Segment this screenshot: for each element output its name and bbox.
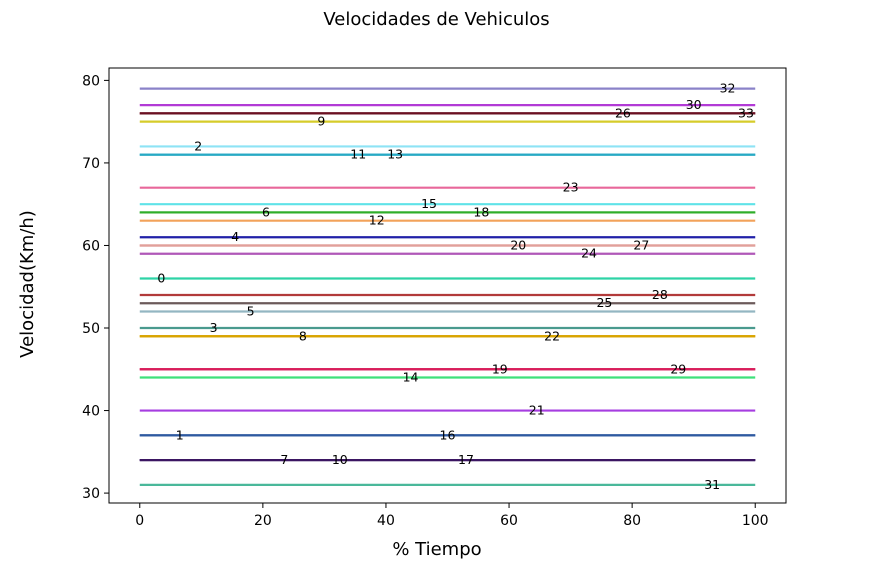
series-label-11: 11 <box>350 147 366 162</box>
x-tick-label: 60 <box>500 513 518 529</box>
series-label-33: 33 <box>738 105 754 120</box>
series-label-22: 22 <box>544 328 560 343</box>
series-label-5: 5 <box>247 304 255 319</box>
x-tick-label: 40 <box>377 513 395 529</box>
y-tick-label: 50 <box>82 321 100 337</box>
series-label-6: 6 <box>262 204 270 219</box>
series-label-12: 12 <box>369 213 385 228</box>
series-label-31: 31 <box>704 477 720 492</box>
series-labels: 0123456789101112131415161718192021222324… <box>157 81 754 492</box>
series-label-4: 4 <box>231 229 239 244</box>
x-tick-label: 80 <box>623 513 641 529</box>
series-label-20: 20 <box>510 237 526 252</box>
series-label-29: 29 <box>670 361 686 376</box>
series-label-25: 25 <box>596 295 612 310</box>
y-tick-label: 40 <box>82 404 100 420</box>
series-label-18: 18 <box>473 204 489 219</box>
y-axis-ticks: 30 40 50 60 70 80 <box>82 73 109 502</box>
y-tick-label: 80 <box>82 73 100 89</box>
series-label-32: 32 <box>720 81 736 96</box>
y-tick-label: 60 <box>82 238 100 254</box>
x-tick-label: 0 <box>135 513 144 529</box>
series-label-2: 2 <box>194 138 202 153</box>
series-label-21: 21 <box>529 403 545 418</box>
series-label-14: 14 <box>403 370 419 385</box>
x-tick-label: 20 <box>254 513 272 529</box>
series-label-8: 8 <box>299 328 307 343</box>
series-label-0: 0 <box>157 270 165 285</box>
series-label-7: 7 <box>280 452 288 467</box>
series-label-15: 15 <box>421 196 437 211</box>
series-label-16: 16 <box>440 427 456 442</box>
series-label-24: 24 <box>581 246 597 261</box>
series-label-30: 30 <box>686 97 702 112</box>
series-label-26: 26 <box>615 105 631 120</box>
series-label-17: 17 <box>458 452 474 467</box>
plot-frame <box>108 67 787 504</box>
chart-title: Velocidades de Vehiculos <box>323 9 549 30</box>
x-axis-label: % Tiempo <box>392 539 481 560</box>
series-label-28: 28 <box>652 287 668 302</box>
plot-area: 0123456789101112131415161718192021222324… <box>108 67 787 504</box>
y-tick-label: 30 <box>82 486 100 502</box>
x-axis-ticks: 0 20 40 60 80 100 <box>135 503 769 529</box>
series-label-9: 9 <box>317 114 325 129</box>
x-tick-label: 100 <box>742 513 769 529</box>
series-label-10: 10 <box>332 452 348 467</box>
series-label-3: 3 <box>210 320 218 335</box>
series-lines <box>139 87 756 486</box>
y-axis-label: Velocidad(Km/h) <box>17 210 38 358</box>
series-label-19: 19 <box>492 361 508 376</box>
y-tick-label: 70 <box>82 156 100 172</box>
series-label-27: 27 <box>633 237 649 252</box>
series-label-23: 23 <box>563 180 579 195</box>
series-label-1: 1 <box>176 427 184 442</box>
series-label-13: 13 <box>387 147 403 162</box>
